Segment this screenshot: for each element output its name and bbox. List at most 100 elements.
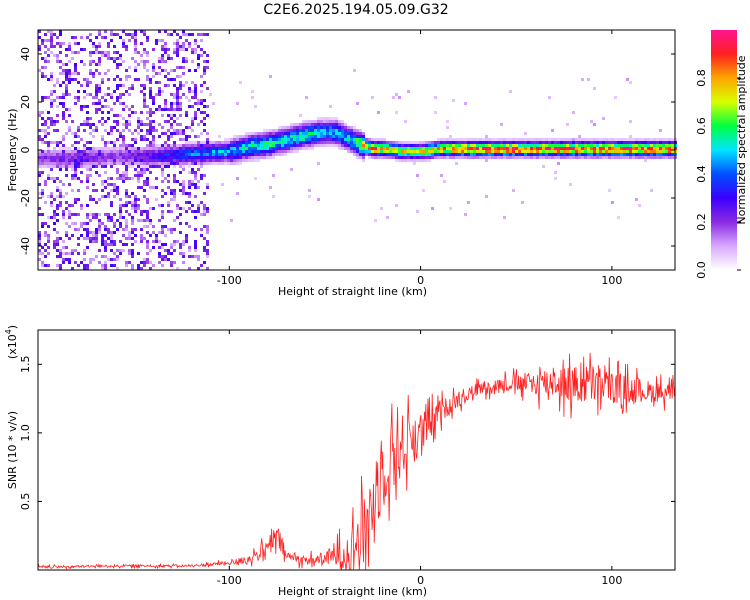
spectrogram-cell xyxy=(632,138,635,141)
spectrogram-cell xyxy=(164,144,167,147)
spectrogram-cell xyxy=(197,207,200,210)
spectrogram-cell xyxy=(305,120,308,123)
spectrogram-cell xyxy=(515,147,518,150)
spectrogram-cell xyxy=(599,147,602,150)
spectrogram-cell xyxy=(176,33,179,36)
spectrogram-cell xyxy=(125,156,128,159)
spectrogram-cell xyxy=(359,156,362,159)
spectrogram-cell xyxy=(200,234,203,237)
spectrogram-cell xyxy=(617,150,620,153)
spectrogram-cell xyxy=(65,165,68,168)
spectrogram-cell xyxy=(233,162,236,165)
spectrogram-cell xyxy=(161,57,164,60)
spectrogram-cell xyxy=(116,171,119,174)
spectrogram-cell xyxy=(89,69,92,72)
spectrogram-cell xyxy=(221,144,224,147)
spectrogram-cell xyxy=(158,153,161,156)
spectrogram-cell xyxy=(197,54,200,57)
spectrogram-cell xyxy=(584,138,587,141)
spectrogram-cell xyxy=(641,153,644,156)
spectrogram-cell xyxy=(206,267,209,270)
spectrogram-cell xyxy=(338,120,341,123)
spectrogram-cell xyxy=(356,138,359,141)
spectrogram-cell xyxy=(41,75,44,78)
spectrogram-cell xyxy=(164,234,167,237)
spectrogram-cell xyxy=(410,147,413,150)
spectrogram-cell xyxy=(98,72,101,75)
spectrogram-cell xyxy=(74,174,77,177)
spectrogram-cell xyxy=(53,54,56,57)
spectrogram-cell xyxy=(566,156,569,159)
spectrogram-cell xyxy=(107,216,110,219)
spectrogram-cell xyxy=(308,141,311,144)
spectrogram-cell xyxy=(185,144,188,147)
spectrogram-cell xyxy=(185,210,188,213)
spectrogram-cell xyxy=(200,153,203,156)
spectrogram-cell xyxy=(143,33,146,36)
spectrogram-cell xyxy=(440,153,443,156)
spectrogram-cell xyxy=(104,243,107,246)
spectrogram-cell xyxy=(62,153,65,156)
spectrogram-cell xyxy=(191,141,194,144)
spectrogram-cell xyxy=(143,150,146,153)
spectrogram-cell xyxy=(86,237,89,240)
spectrogram-cell xyxy=(47,96,50,99)
spectrogram-cell xyxy=(467,147,470,150)
spectrogram-cell xyxy=(50,201,53,204)
spectrogram-cell xyxy=(152,99,155,102)
spectrogram-cell xyxy=(383,156,386,159)
spectrogram-cell xyxy=(335,117,338,120)
spectrogram-cell xyxy=(179,129,182,132)
spectrogram-cell xyxy=(206,228,209,231)
spectrogram-cell xyxy=(290,147,293,150)
spectrogram-cell xyxy=(74,135,77,138)
spectrogram-cell xyxy=(38,111,41,114)
spectrogram-cell xyxy=(131,132,134,135)
spectrogram-cell xyxy=(590,141,593,144)
spectrogram-cell xyxy=(65,201,68,204)
spectrogram-cell xyxy=(197,168,200,171)
spectrogram-cell xyxy=(110,30,113,33)
spectrogram-cell xyxy=(323,144,326,147)
spectrogram-cell xyxy=(353,147,356,150)
spectrogram-cell xyxy=(56,249,59,252)
spectrogram-cell xyxy=(182,156,185,159)
spectrogram-cell xyxy=(146,105,149,108)
spectrogram-cell xyxy=(158,57,161,60)
spectrogram-cell xyxy=(191,171,194,174)
spectrogram-cell xyxy=(377,144,380,147)
spectrogram-cell xyxy=(110,240,113,243)
spectrogram-cell xyxy=(509,153,512,156)
spectrogram-cell xyxy=(191,51,194,54)
spectrogram-cell xyxy=(107,231,110,234)
spectrogram-cell xyxy=(539,144,542,147)
spectrogram-cell xyxy=(140,111,143,114)
spectrogram-cell xyxy=(251,90,254,93)
spectrogram-cell xyxy=(254,156,257,159)
spectrogram-cell xyxy=(38,192,41,195)
spectrogram-cell xyxy=(89,165,92,168)
spectrogram-cell xyxy=(65,90,68,93)
spectrogram-cell xyxy=(110,165,113,168)
spectrogram-cell xyxy=(407,141,410,144)
spectrogram-cell xyxy=(431,141,434,144)
spectrogram-cell xyxy=(653,147,656,150)
spectrogram-cell xyxy=(620,147,623,150)
spectrogram-cell xyxy=(332,135,335,138)
spectrogram-cell xyxy=(341,138,344,141)
spectrogram-cell xyxy=(158,90,161,93)
spectrogram-cell xyxy=(74,201,77,204)
spectrogram-cell xyxy=(116,186,119,189)
spectrogram-cell xyxy=(431,144,434,147)
spectrogram-cell xyxy=(128,33,131,36)
spectrogram-cell xyxy=(251,96,254,99)
spectrogram-cell xyxy=(443,150,446,153)
spectrogram-cell xyxy=(437,138,440,141)
spectrogram-cell xyxy=(485,159,488,162)
spectrogram-cell xyxy=(62,162,65,165)
spectrogram-cell xyxy=(89,93,92,96)
spectrogram-cell xyxy=(116,129,119,132)
spectrogram-cell xyxy=(86,105,89,108)
spectrogram-cell xyxy=(74,162,77,165)
spectrogram-cell xyxy=(296,126,299,129)
